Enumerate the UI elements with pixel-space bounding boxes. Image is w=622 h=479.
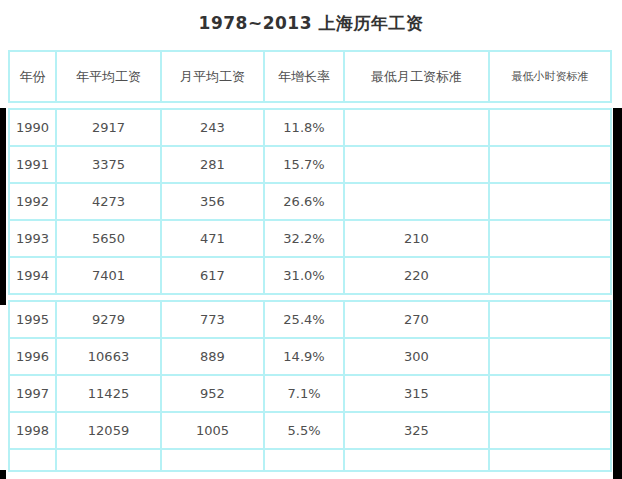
cell-growth-rate: 26.6%: [264, 183, 344, 220]
screen-edge-artifact-right: [613, 108, 622, 479]
cell-min-monthly-wage: 210: [344, 220, 489, 257]
cell-monthly-avg-wage: 471: [161, 220, 264, 257]
cell-year: 1994: [9, 257, 56, 294]
cell-growth-rate: 14.9%: [264, 338, 344, 375]
column-header: 年平均工资: [56, 51, 161, 102]
cell-min-hourly-wage: [489, 220, 611, 257]
header-row: 年份 年平均工资 月平均工资 年增长率 最低月工资标准 最低小时资标准: [9, 51, 611, 102]
cell-annual-avg-wage: 3375: [56, 146, 161, 183]
cell-growth-rate: 7.1%: [264, 375, 344, 412]
cell-min-monthly-wage: 325: [344, 412, 489, 449]
cell-min-monthly-wage: 315: [344, 375, 489, 412]
table-row: 1995 9279 773 25.4% 270: [9, 301, 611, 338]
cell-growth-rate: 32.2%: [264, 220, 344, 257]
cell-min-monthly-wage: 300: [344, 338, 489, 375]
cell-year: 1990: [9, 109, 56, 146]
cell-min-monthly-wage: [344, 146, 489, 183]
table-row: 1993 5650 471 32.2% 210: [9, 220, 611, 257]
cell-year: 1997: [9, 375, 56, 412]
column-header: 月平均工资: [161, 51, 264, 102]
cell-annual-avg-wage: 2917: [56, 109, 161, 146]
cell-min-monthly-wage: 270: [344, 301, 489, 338]
cell-year: 1998: [9, 412, 56, 449]
table-row: 1998 12059 1005 5.5% 325: [9, 412, 611, 449]
cell-min-hourly-wage: [489, 257, 611, 294]
cell-min-hourly-wage: [489, 183, 611, 220]
cell-growth-rate: 15.7%: [264, 146, 344, 183]
screen-edge-artifact-bottom-left: [0, 470, 6, 479]
cell-year: 1992: [9, 183, 56, 220]
page-title: 1978~2013 上海历年工资: [0, 12, 622, 35]
cell-monthly-avg-wage: 356: [161, 183, 264, 220]
column-header: 年份: [9, 51, 56, 102]
cell-year: 1993: [9, 220, 56, 257]
cell-year: 1991: [9, 146, 56, 183]
cell-annual-avg-wage: 7401: [56, 257, 161, 294]
cell-annual-avg-wage: 10663: [56, 338, 161, 375]
cell-min-hourly-wage: [489, 109, 611, 146]
cell-growth-rate: 25.4%: [264, 301, 344, 338]
cell-monthly-avg-wage: 773: [161, 301, 264, 338]
cell-monthly-avg-wage: 243: [161, 109, 264, 146]
cell-min-hourly-wage: [489, 301, 611, 338]
column-header: 年增长率: [264, 51, 344, 102]
cell-monthly-avg-wage: 952: [161, 375, 264, 412]
cell-growth-rate: 11.8%: [264, 109, 344, 146]
cell-annual-avg-wage: 9279: [56, 301, 161, 338]
cell-year: 1996: [9, 338, 56, 375]
cell-min-hourly-wage: [489, 375, 611, 412]
cell-annual-avg-wage: 5650: [56, 220, 161, 257]
cell-monthly-avg-wage: 281: [161, 146, 264, 183]
column-header: 最低小时资标准: [489, 51, 611, 102]
cell-monthly-avg-wage: 617: [161, 257, 264, 294]
cell-annual-avg-wage: 11425: [56, 375, 161, 412]
wage-table-block-1990-1994: 1990 2917 243 11.8% 1991 3375 281 15.7% …: [8, 108, 612, 295]
cell-annual-avg-wage: 4273: [56, 183, 161, 220]
wage-table-header: 年份 年平均工资 月平均工资 年增长率 最低月工资标准 最低小时资标准: [8, 50, 612, 103]
cell-min-monthly-wage: [344, 183, 489, 220]
table-row: 1994 7401 617 31.0% 220: [9, 257, 611, 294]
cell-min-monthly-wage: 220: [344, 257, 489, 294]
table-row: 1992 4273 356 26.6%: [9, 183, 611, 220]
cell-min-hourly-wage: [489, 146, 611, 183]
table-row: 1996 10663 889 14.9% 300: [9, 338, 611, 375]
cell-min-hourly-wage: [489, 338, 611, 375]
wage-table: 年份 年平均工资 月平均工资 年增长率 最低月工资标准 最低小时资标准 1990…: [8, 50, 610, 477]
cell-min-monthly-wage: [344, 109, 489, 146]
cell-monthly-avg-wage: 889: [161, 338, 264, 375]
cell-min-hourly-wage: [489, 412, 611, 449]
cell-year: 1995: [9, 301, 56, 338]
cell-growth-rate: 5.5%: [264, 412, 344, 449]
table-row-clipped: [9, 449, 611, 471]
table-row: 1990 2917 243 11.8%: [9, 109, 611, 146]
table-row: 1991 3375 281 15.7%: [9, 146, 611, 183]
cell-annual-avg-wage: 12059: [56, 412, 161, 449]
cell-monthly-avg-wage: 1005: [161, 412, 264, 449]
cell-growth-rate: 31.0%: [264, 257, 344, 294]
column-header: 最低月工资标准: [344, 51, 489, 102]
wage-table-block-1995-1998: 1995 9279 773 25.4% 270 1996 10663 889 1…: [8, 300, 612, 472]
screen-edge-artifact-left: [0, 108, 6, 305]
table-row: 1997 11425 952 7.1% 315: [9, 375, 611, 412]
